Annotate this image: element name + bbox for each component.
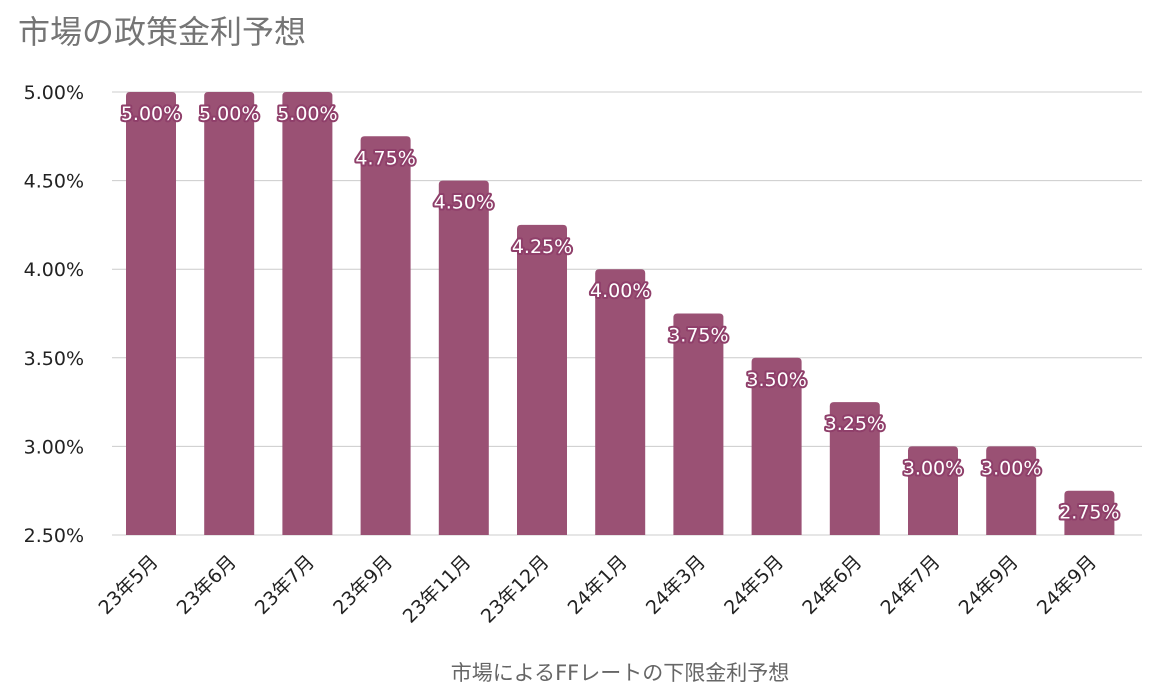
x-axis-ticks: 23年5月 23年6月 23年7月 23年9月 23年11月 23年12月 24年1月 24年… bbox=[94, 551, 1100, 628]
bar bbox=[360, 136, 411, 536]
bar bbox=[751, 357, 802, 535]
y-tick-label: 5.00% bbox=[24, 82, 84, 104]
x-tick-label: 23年12月 bbox=[477, 551, 554, 628]
x-tick-label: 24年1月 bbox=[564, 551, 632, 619]
data-label: 5.00% bbox=[277, 103, 337, 125]
x-tick-label: 23年6月 bbox=[173, 551, 241, 619]
data-label: 3.00% bbox=[903, 457, 963, 479]
bar bbox=[673, 313, 724, 535]
y-tick-label: 4.00% bbox=[24, 259, 84, 281]
bar bbox=[1064, 490, 1115, 535]
x-tick-label: 24年7月 bbox=[876, 551, 944, 619]
x-tick-label: 23年7月 bbox=[251, 551, 319, 619]
data-label: 3.00% bbox=[981, 457, 1041, 479]
data-label: 4.25% bbox=[512, 236, 572, 258]
x-tick-label: 23年5月 bbox=[94, 551, 162, 619]
bar bbox=[595, 269, 646, 535]
bars bbox=[126, 92, 1115, 536]
data-label: 3.50% bbox=[746, 369, 806, 391]
data-label: 4.00% bbox=[590, 280, 650, 302]
x-tick-label: 23年11月 bbox=[399, 551, 476, 628]
y-tick-label: 3.50% bbox=[24, 348, 84, 370]
data-label: 5.00% bbox=[121, 103, 181, 125]
bar bbox=[282, 92, 333, 535]
data-label: 2.75% bbox=[1059, 502, 1119, 524]
x-tick-label: 24年6月 bbox=[798, 551, 866, 619]
y-axis-ticks: 2.50% 3.00% 3.50% 4.00% 4.50% 5.00% bbox=[24, 82, 84, 547]
data-labels: 5.00% 5.00% 5.00% 4.75% 4.50% 4.25% 4.00% 3.75%… bbox=[119, 101, 1122, 526]
bar bbox=[204, 92, 255, 535]
y-tick-label: 2.50% bbox=[24, 525, 84, 547]
data-label: 5.00% bbox=[199, 103, 259, 125]
data-label: 4.50% bbox=[434, 192, 494, 214]
x-tick-label: 24年5月 bbox=[720, 551, 788, 619]
x-tick-label: 24年9月 bbox=[1033, 551, 1101, 619]
x-tick-label: 24年9月 bbox=[955, 551, 1023, 619]
bar bbox=[829, 402, 880, 535]
data-label: 4.75% bbox=[355, 147, 415, 169]
x-tick-label: 23年9月 bbox=[329, 551, 397, 619]
bar bbox=[126, 92, 176, 535]
chart-title: 市場の政策金利予想 bbox=[18, 13, 307, 51]
x-axis-title: 市場によるFFレートの下限金利予想 bbox=[451, 661, 790, 685]
y-tick-label: 3.00% bbox=[24, 436, 84, 458]
bar bbox=[438, 180, 489, 535]
data-label: 3.25% bbox=[825, 413, 885, 435]
data-label: 3.75% bbox=[668, 325, 728, 347]
bar bbox=[986, 446, 1037, 535]
x-tick-label: 24年3月 bbox=[642, 551, 710, 619]
y-tick-label: 4.50% bbox=[24, 171, 84, 193]
bar bbox=[908, 446, 958, 535]
bar bbox=[517, 224, 567, 535]
